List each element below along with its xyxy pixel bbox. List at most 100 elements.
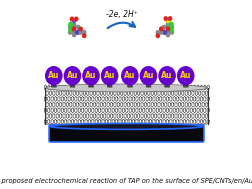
Polygon shape (140, 113, 143, 119)
Circle shape (101, 67, 117, 85)
Circle shape (74, 17, 78, 21)
Polygon shape (90, 91, 92, 96)
Polygon shape (184, 91, 186, 96)
Polygon shape (179, 119, 181, 124)
Polygon shape (181, 113, 183, 119)
Polygon shape (90, 102, 92, 107)
Circle shape (140, 67, 156, 85)
Polygon shape (105, 96, 107, 101)
Circle shape (162, 26, 165, 29)
Circle shape (166, 26, 169, 29)
Polygon shape (97, 102, 99, 107)
Polygon shape (46, 91, 48, 96)
Polygon shape (154, 113, 156, 119)
Polygon shape (125, 85, 127, 90)
Polygon shape (52, 91, 55, 96)
Polygon shape (44, 85, 46, 90)
Polygon shape (81, 96, 83, 101)
Polygon shape (98, 119, 100, 124)
Polygon shape (51, 108, 53, 113)
Polygon shape (189, 108, 192, 113)
Circle shape (69, 22, 73, 27)
Polygon shape (169, 85, 171, 90)
Polygon shape (118, 85, 121, 90)
Polygon shape (81, 119, 83, 124)
Polygon shape (135, 96, 138, 101)
Polygon shape (191, 91, 193, 96)
Polygon shape (68, 85, 70, 90)
Polygon shape (183, 119, 185, 124)
Polygon shape (81, 85, 83, 90)
Polygon shape (64, 85, 67, 90)
Polygon shape (69, 113, 72, 119)
Circle shape (46, 67, 62, 85)
Polygon shape (186, 85, 188, 90)
Polygon shape (85, 119, 87, 124)
Polygon shape (108, 96, 110, 101)
Polygon shape (115, 85, 117, 90)
Polygon shape (135, 108, 138, 113)
Polygon shape (193, 96, 195, 101)
Polygon shape (205, 91, 207, 96)
Circle shape (159, 27, 162, 31)
Polygon shape (112, 96, 114, 101)
Polygon shape (191, 113, 193, 119)
Circle shape (169, 28, 172, 32)
Polygon shape (164, 113, 166, 119)
Ellipse shape (50, 123, 202, 129)
Circle shape (166, 33, 169, 37)
Polygon shape (178, 113, 180, 119)
Polygon shape (115, 119, 117, 124)
FancyArrowPatch shape (107, 22, 135, 28)
Polygon shape (56, 91, 58, 96)
Polygon shape (95, 108, 97, 113)
Polygon shape (166, 85, 168, 90)
Polygon shape (76, 113, 78, 119)
Polygon shape (117, 113, 119, 119)
Polygon shape (161, 102, 163, 107)
Polygon shape (188, 113, 190, 119)
Polygon shape (140, 102, 143, 107)
Polygon shape (68, 96, 70, 101)
Polygon shape (206, 119, 208, 124)
Polygon shape (206, 85, 208, 90)
Polygon shape (196, 108, 198, 113)
Polygon shape (171, 102, 173, 107)
Polygon shape (203, 85, 205, 90)
Polygon shape (80, 102, 82, 107)
Polygon shape (73, 91, 75, 96)
Polygon shape (57, 119, 60, 124)
Polygon shape (122, 96, 124, 101)
Polygon shape (162, 119, 165, 124)
Polygon shape (157, 91, 160, 96)
Polygon shape (61, 96, 63, 101)
Polygon shape (176, 108, 178, 113)
Polygon shape (188, 102, 190, 107)
Polygon shape (107, 102, 109, 107)
Polygon shape (139, 85, 141, 90)
Polygon shape (125, 96, 127, 101)
Polygon shape (181, 102, 183, 107)
Polygon shape (69, 102, 72, 107)
Polygon shape (147, 102, 149, 107)
Polygon shape (196, 119, 198, 124)
Polygon shape (83, 91, 85, 96)
Polygon shape (66, 113, 68, 119)
Polygon shape (71, 85, 73, 90)
Polygon shape (91, 108, 93, 113)
Polygon shape (155, 108, 158, 113)
Circle shape (169, 22, 172, 27)
Polygon shape (172, 96, 175, 101)
Polygon shape (63, 102, 65, 107)
Polygon shape (88, 85, 90, 90)
Polygon shape (125, 119, 127, 124)
Polygon shape (176, 85, 178, 90)
Polygon shape (193, 119, 195, 124)
Polygon shape (147, 91, 149, 96)
Polygon shape (205, 113, 207, 119)
Polygon shape (108, 119, 110, 124)
Polygon shape (162, 96, 165, 101)
Polygon shape (159, 96, 161, 101)
Circle shape (68, 26, 71, 29)
Polygon shape (167, 113, 170, 119)
